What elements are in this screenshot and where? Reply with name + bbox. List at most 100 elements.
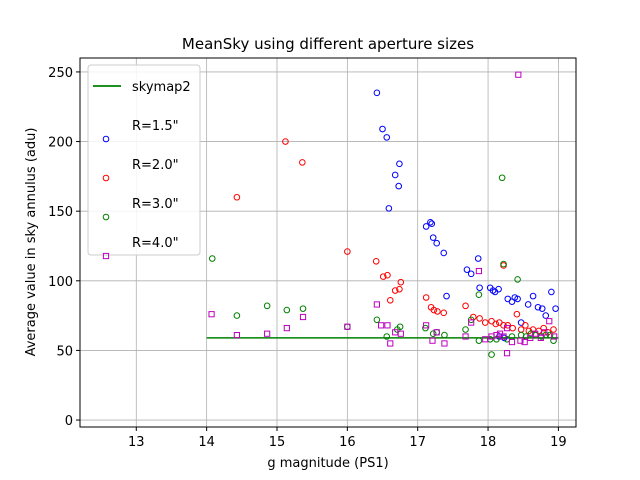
data-point [429,330,437,338]
data-point [383,134,391,141]
data-point [384,271,391,279]
data-point [372,257,380,265]
data-point [529,292,537,300]
data-point [468,319,475,326]
data-point [422,294,430,301]
data-point [550,337,557,344]
data-point [233,331,240,339]
data-point [476,284,483,292]
x-tick-label: 15 [269,435,286,450]
data-point [514,276,521,283]
data-point [551,333,558,340]
data-point [552,305,559,312]
legend-entry: R=1.5" [102,119,179,143]
data-point [391,171,399,179]
data-point [532,330,539,337]
legend-entry: skymap2 [93,80,191,95]
plot-series [206,71,559,358]
chart-title: MeanSky using different aperture sizes [182,35,474,53]
data-point [299,305,307,312]
legend-label: R=3.0" [132,197,179,212]
data-point [263,302,271,310]
data-point [373,316,381,324]
data-point [208,255,216,262]
data-point [500,260,507,268]
data-point [498,174,506,182]
data-point [443,292,450,300]
legend-label: R=1.5" [132,119,179,134]
data-point [344,323,351,330]
data-point [429,234,437,241]
data-point [283,306,291,314]
y-axis-label: Average value in sky annulus (adu) [24,128,39,357]
data-point [503,325,511,332]
data-point [488,351,495,358]
x-axis-label: g magnitude (PS1) [267,456,388,471]
data-point [462,333,469,340]
data-point [513,310,521,318]
legend: skymap2 R=1.5" R=2.0" R=3.0" R=4.0" [87,64,201,260]
legend-label: R=4.0" [132,236,179,251]
x-tick-label: 18 [480,435,497,450]
data-point [462,302,469,310]
data-point [517,337,524,344]
data-point [233,312,241,319]
data-point [264,330,271,337]
data-point [441,331,448,339]
legend-swatch [102,213,110,221]
series-4 [208,71,558,357]
data-point [515,71,522,78]
data-point [538,305,546,312]
data-point [422,223,430,230]
data-point [474,255,482,262]
data-point [514,295,521,303]
data-point [550,326,557,333]
y-tick-label: 150 [48,205,73,220]
data-point [384,322,391,329]
data-point [379,125,386,133]
data-point [373,301,380,308]
legend-swatch [102,252,110,260]
legend-entry: R=2.0" [102,158,179,182]
data-point [475,267,483,275]
data-point [541,329,548,336]
data-point [433,239,440,247]
x-tick-label: 17 [409,435,426,450]
legend-swatch [102,174,110,182]
data-point [462,326,469,333]
legend-entry: R=3.0" [102,197,179,221]
legend-label: R=2.0" [132,158,179,173]
data-point [542,312,550,319]
legend-entry: R=4.0" [102,236,179,260]
data-point [397,330,404,337]
data-point [440,249,448,257]
data-point [378,322,385,329]
x-tick-label: 13 [128,435,145,450]
data-point [427,219,434,226]
series-1 [373,89,559,342]
data-point [387,340,394,347]
data-point [534,303,542,311]
data-point [482,336,489,343]
data-point [476,315,483,322]
data-point [299,159,306,166]
data-point [385,205,393,212]
data-point [423,322,430,329]
data-point [391,287,399,294]
data-point [396,285,403,293]
data-point [492,320,500,328]
data-point [537,334,544,341]
data-point [527,334,534,341]
data-point [379,273,387,280]
data-point [429,337,436,344]
grid [80,58,576,427]
data-point [397,278,405,286]
data-point [299,313,307,321]
data-point [548,288,555,296]
data-point [373,89,381,97]
data-point [475,291,483,299]
data-point [524,301,532,308]
y-tick-label: 250 [48,66,73,81]
data-point [546,318,553,325]
